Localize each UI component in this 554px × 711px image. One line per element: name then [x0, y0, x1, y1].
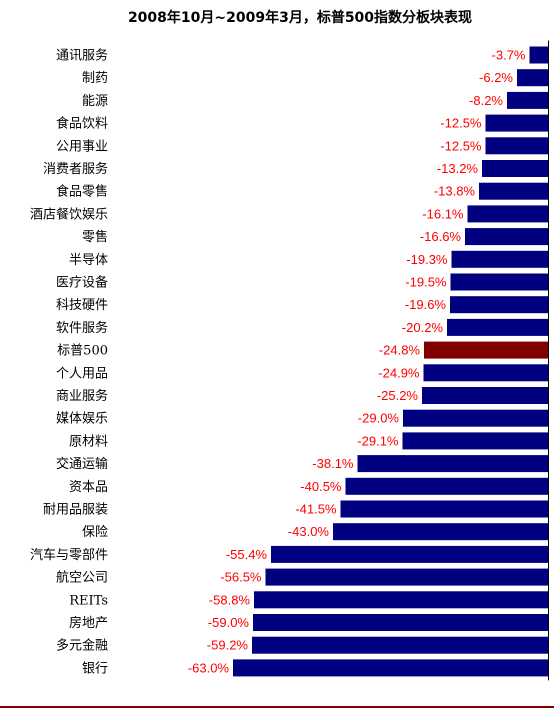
data-label: -19.6% — [405, 297, 447, 312]
category-label: 银行 — [82, 661, 108, 676]
category-label: 商业服务 — [56, 388, 108, 404]
data-label: -24.8% — [379, 343, 421, 358]
data-label: -41.5% — [295, 502, 337, 517]
bar — [451, 250, 548, 268]
data-label: -6.2% — [479, 70, 513, 85]
bar — [517, 69, 548, 87]
bar — [271, 545, 548, 563]
category-label: 软件服务 — [56, 320, 108, 336]
category-label: REITs — [69, 593, 108, 608]
bars-layer — [233, 46, 548, 677]
chart-title: 2008年10月~2009年3月，标普500指数分板块表现 — [128, 9, 472, 26]
category-label: 制药 — [82, 71, 108, 86]
data-label: -63.0% — [188, 660, 230, 675]
data-label: -55.4% — [226, 547, 268, 562]
bar — [485, 114, 548, 132]
data-label: -12.5% — [440, 116, 482, 131]
bar — [507, 91, 548, 109]
category-labels-layer: 通讯服务制药能源食品饮料公用事业消费者服务食品零售酒店餐饮娱乐零售半导体医疗设备… — [30, 48, 108, 677]
bar — [340, 500, 548, 518]
category-label: 酒店餐饮娱乐 — [30, 206, 108, 222]
bar — [529, 46, 548, 64]
category-label: 媒体娱乐 — [56, 412, 108, 427]
bar — [233, 659, 548, 677]
category-label: 零售 — [82, 229, 108, 245]
category-label: 食品饮料 — [56, 116, 108, 132]
data-label: -20.2% — [402, 320, 444, 335]
bar — [467, 205, 548, 223]
bar — [265, 568, 548, 586]
category-label: 标普500 — [57, 344, 108, 359]
category-label: 食品零售 — [56, 184, 108, 200]
bar — [485, 137, 548, 155]
data-label: -13.2% — [437, 161, 479, 176]
category-label: 通讯服务 — [56, 48, 108, 64]
category-label: 航空公司 — [56, 570, 108, 586]
category-label: 资本品 — [69, 480, 108, 495]
bar — [403, 409, 548, 427]
data-label: -25.2% — [377, 388, 419, 403]
category-label: 消费者服务 — [43, 161, 108, 177]
category-label: 个人用品 — [56, 366, 108, 381]
data-label: -12.5% — [440, 138, 482, 153]
bar — [482, 160, 548, 177]
bar — [424, 341, 548, 359]
data-label: -40.5% — [300, 479, 342, 494]
data-label: -19.5% — [405, 275, 447, 290]
data-label: -13.8% — [434, 184, 476, 199]
category-label: 交通运输 — [56, 456, 108, 472]
data-label: -24.9% — [378, 365, 420, 380]
category-label: 公用事业 — [56, 139, 108, 154]
category-label: 汽车与零部件 — [30, 547, 108, 563]
category-label: 半导体 — [69, 253, 108, 268]
bar — [253, 614, 548, 631]
data-label: -16.6% — [420, 229, 462, 244]
data-label: -43.0% — [288, 524, 330, 539]
bar — [465, 228, 548, 246]
bar — [252, 636, 548, 654]
bar — [254, 591, 548, 609]
category-label: 医疗设备 — [56, 275, 108, 291]
category-label: 房地产 — [69, 615, 108, 631]
data-label: -3.7% — [492, 48, 526, 63]
data-label: -58.8% — [209, 592, 251, 607]
data-label: -16.1% — [422, 206, 464, 221]
bar — [402, 432, 548, 450]
data-label: -8.2% — [469, 93, 503, 108]
category-label: 科技硬件 — [56, 298, 108, 313]
value-labels-layer: -3.7% -6.2% -8.2% -12.5% -12.5% -13.2% -13.8% -… — [188, 48, 526, 676]
bar — [357, 455, 548, 473]
bar — [447, 318, 548, 336]
bar — [333, 523, 548, 541]
category-label: 保险 — [82, 525, 108, 540]
bar — [450, 296, 548, 314]
data-label: -38.1% — [312, 456, 354, 471]
data-label: -29.0% — [358, 411, 400, 426]
bar — [450, 273, 548, 291]
category-label: 原材料 — [69, 434, 108, 449]
data-label: -59.0% — [208, 615, 250, 630]
category-label: 耐用品服装 — [43, 503, 108, 518]
bar — [422, 387, 548, 404]
data-label: -29.1% — [357, 433, 399, 448]
category-label: 能源 — [82, 94, 108, 109]
bar — [479, 182, 548, 200]
data-label: -19.3% — [406, 252, 448, 267]
bar — [423, 364, 548, 382]
data-label: -56.5% — [220, 570, 262, 585]
bar — [345, 477, 548, 495]
data-label: -59.2% — [207, 638, 249, 653]
category-label: 多元金融 — [56, 638, 108, 654]
